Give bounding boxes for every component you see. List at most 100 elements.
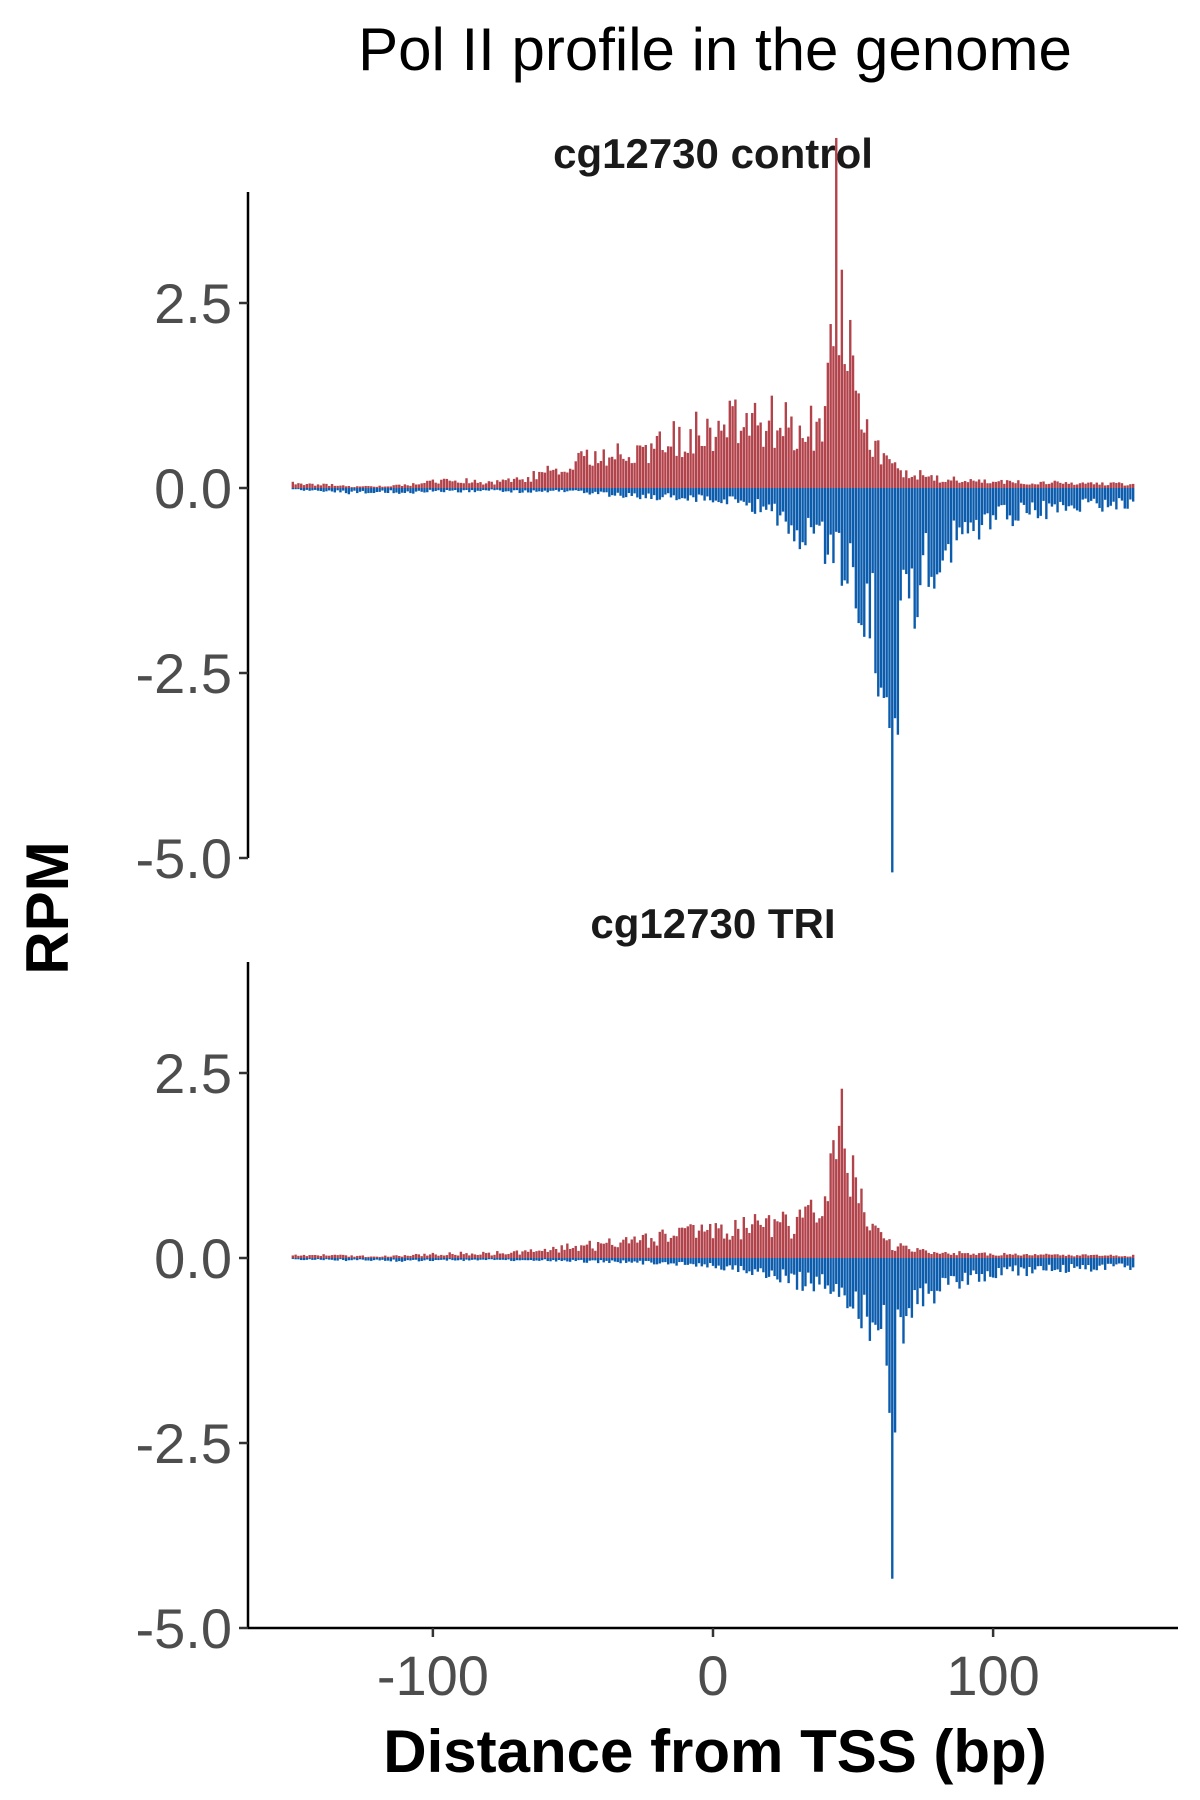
bar-positive [473,479,477,488]
bar-negative [1061,1258,1065,1265]
bar-negative [905,488,908,575]
bar-negative [1120,1258,1124,1264]
bar-positive [353,487,356,488]
bar-negative [1039,488,1042,516]
bar-negative [1073,1258,1076,1268]
bar-positive [582,1245,586,1258]
bar-positive [739,430,743,488]
bar-negative [994,488,998,520]
bar-negative [891,488,894,873]
y-tick-label: 2.5 [154,272,232,335]
bar-positive [1003,1252,1006,1258]
bar-positive [1059,1255,1062,1258]
bar-negative [568,1258,572,1262]
bar-positive [344,486,348,488]
bar-positive [1047,1254,1051,1258]
bar-negative [860,1258,863,1329]
bar-positive [650,1238,653,1258]
bar-negative [389,1258,393,1262]
bar-positive [672,421,675,488]
bar-negative [613,488,617,496]
bar-negative [1053,488,1056,505]
bar-positive [616,443,619,488]
bar-positive [437,483,440,488]
bar-positive [849,1196,852,1258]
bar-negative [602,1258,605,1263]
bar-negative [877,488,880,697]
bar-positive [358,486,362,488]
bar-positive [851,1155,855,1258]
bar-negative [627,1258,631,1262]
bar-negative [594,1258,597,1261]
bar-positive [1005,480,1009,488]
bar-positive [314,485,317,488]
bar-positive [378,485,381,488]
bar-negative [347,488,351,495]
bar-negative [599,488,603,492]
bar-negative [1123,1258,1126,1268]
bar-negative [885,488,888,698]
bar-negative [647,1258,650,1262]
bar-positive [426,480,429,488]
bar-positive [977,1253,981,1258]
bar-negative [737,488,740,503]
bar-negative [1005,488,1009,520]
bar-negative [843,1258,846,1296]
bar-positive [1039,481,1042,488]
bar-positive [445,478,449,488]
bar-positive [535,1251,538,1258]
bar-positive [930,1254,933,1258]
bar-positive [1067,1254,1070,1258]
bar-negative [966,1258,970,1285]
bar-negative [695,1258,698,1267]
bar-positive [1025,1253,1028,1258]
bar-positive [919,1249,922,1258]
bar-positive [1129,484,1132,488]
x-tick-label: 0 [697,1644,728,1707]
bar-negative [490,488,493,490]
bar-positive [655,435,659,488]
bar-negative [1000,1258,1003,1276]
bar-negative [1087,488,1090,503]
bar-positive [941,1252,944,1258]
bar-positive [1064,1255,1068,1258]
bar-positive [675,455,678,488]
bar-positive [568,1248,572,1258]
bar-positive [389,1256,393,1258]
bar-negative [821,1258,824,1275]
bar-negative [451,1258,454,1261]
bar-negative [865,1258,869,1317]
bar-positive [773,447,776,488]
bar-positive [652,448,656,488]
bar-positive [784,402,788,488]
bar-negative [947,1258,950,1285]
bar-positive [546,465,549,488]
bar-negative [423,1258,426,1261]
bar-positive [451,481,454,488]
bar-positive [843,364,846,488]
bar-negative [756,1258,760,1272]
bar-negative [484,488,488,491]
bar-positive [1112,482,1115,488]
bar-negative [835,488,838,532]
bar-positive [482,484,485,488]
bar-positive [966,482,970,488]
bar-positive [311,483,314,488]
bar-negative [342,1258,345,1261]
bar-negative [832,1258,835,1292]
bar-positive [1109,1254,1112,1258]
bar-negative [737,1258,740,1273]
strip-label: cg12730 control [553,130,873,177]
bar-negative [846,1258,849,1309]
strip-label: cg12730 TRI [590,900,835,947]
bar-negative [843,488,846,581]
bar-positive [695,1237,698,1258]
bar-negative [493,488,496,491]
bar-positive [1033,1254,1037,1258]
bar-negative [1120,488,1124,501]
bar-positive [297,483,300,488]
bar-negative [874,488,877,674]
bar-negative [594,488,597,492]
bar-negative [1047,1258,1051,1265]
bar-positive [1101,1255,1104,1258]
